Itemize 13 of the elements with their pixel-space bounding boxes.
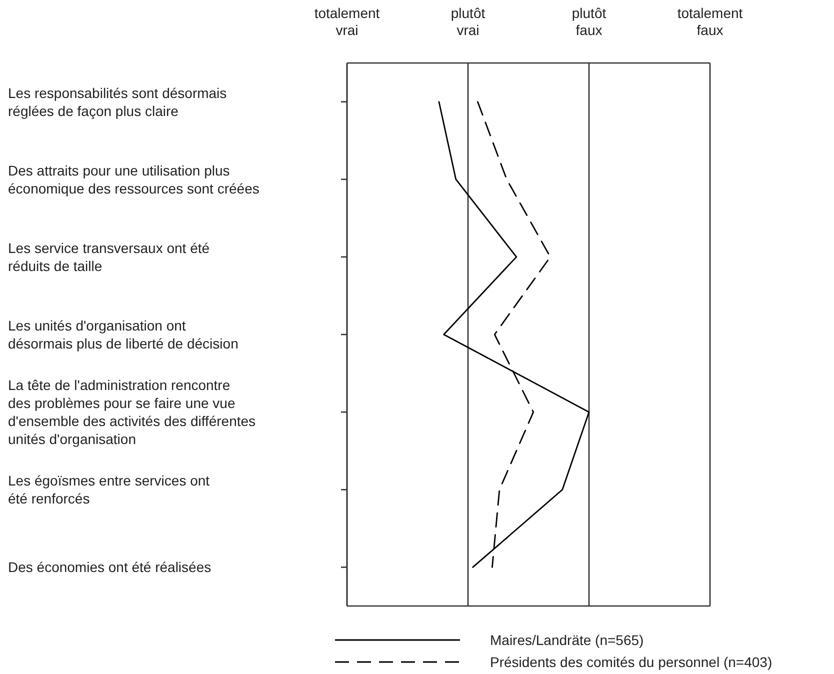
text: Maires/Landräte (n=565): [490, 632, 644, 648]
ref-line-label: plutôt vrai: [450, 5, 486, 38]
y-tick-label: Des attraits pour une utilisation plus économique des ressources sont créées: [8, 162, 260, 196]
y-tick-label: Les unités d'organisation ont désormais plus de liberté de décision: [8, 318, 238, 352]
ref-line-label: plutôt faux: [572, 5, 606, 38]
y-tick-label: Les responsabilités sont désormais réglées de façon plus claire: [8, 84, 227, 119]
ref-line-label: totalement vrai: [314, 5, 380, 38]
text: Présidents des comités du personnel (n=403): [490, 654, 772, 670]
ref-line-label: totalement faux: [677, 5, 743, 38]
y-tick-label: Des économies ont été réalisées: [8, 559, 212, 576]
y-tick-label: Les égoïsmes entre services ont été renforcés: [8, 472, 210, 507]
y-tick-label: Les service transversaux ont été réduits de taille: [8, 240, 210, 274]
y-tick-label: La tête de l'administration rencontre des problèmes pour se faire une vue d'ensemble des activités des différentes unités d'organisation: [8, 377, 256, 448]
